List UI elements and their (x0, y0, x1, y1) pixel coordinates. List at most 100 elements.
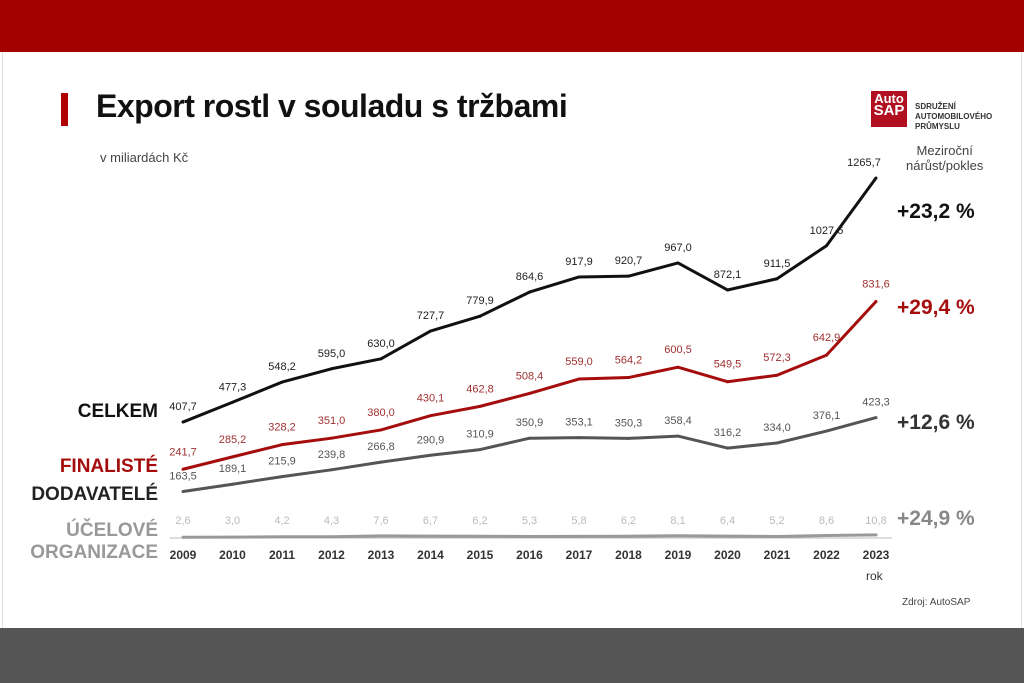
data-label: 316,2 (714, 427, 742, 439)
data-point (627, 436, 630, 440)
series-label-finaliste: FINALISTÉ (59, 456, 158, 477)
data-label: 4,3 (324, 515, 339, 527)
data-point (874, 299, 878, 303)
data-label: 7,6 (373, 515, 388, 527)
change-ucelove: +24,9 % (897, 507, 975, 530)
data-point (627, 534, 630, 538)
data-point (231, 535, 234, 539)
data-point (429, 534, 432, 538)
data-label: 380,0 (367, 407, 395, 419)
data-point (726, 380, 729, 384)
data-point (726, 446, 729, 450)
data-point (825, 534, 828, 538)
data-label: 6,2 (621, 515, 636, 527)
data-label: 285,2 (219, 434, 247, 446)
data-label: 310,9 (466, 429, 494, 441)
bottom-bar (0, 628, 1024, 683)
change-dodavatele: +12,6 % (897, 411, 975, 434)
data-label: 358,4 (664, 415, 692, 427)
data-label: 2,6 (175, 515, 190, 527)
x-tick-label: 2021 (764, 548, 791, 562)
data-point (181, 535, 185, 539)
data-label: 5,8 (571, 515, 586, 527)
data-label: 967,0 (664, 242, 692, 254)
data-point (726, 534, 729, 538)
data-point (330, 367, 333, 371)
x-tick-label: 2016 (516, 548, 543, 562)
data-point (874, 176, 878, 180)
series-label-dodavatele: DODAVATELÉ (31, 484, 158, 505)
data-point (676, 434, 680, 438)
data-label: 290,9 (417, 434, 445, 446)
yoy-line2: nárůst/pokles (906, 158, 984, 173)
series-label-ucelove: ÚČELOVÉ ORGANIZACE (30, 520, 158, 563)
data-label: 430,1 (417, 393, 445, 405)
data-label: 6,2 (472, 515, 487, 527)
data-point (627, 274, 630, 278)
series-label-celkem: CELKEM (77, 401, 158, 422)
logo-text: SDRUŽENÍ AUTOMOBILOVÉHO PRŮMYSLU (915, 102, 993, 131)
data-label: 239,8 (318, 449, 346, 461)
data-label: 6,4 (720, 515, 735, 527)
data-label: 8,6 (819, 515, 834, 527)
data-point (379, 534, 383, 538)
data-point (231, 482, 234, 486)
data-point (577, 436, 581, 440)
data-point (775, 277, 779, 281)
data-point (577, 534, 581, 538)
data-label: 595,0 (318, 348, 346, 360)
data-label: 600,5 (664, 344, 692, 356)
data-label: 3,0 (225, 515, 240, 527)
series-line-0 (182, 177, 878, 424)
data-point (775, 441, 779, 445)
data-point (528, 391, 531, 395)
slide-frame (2, 52, 1022, 628)
data-label: 8,1 (670, 515, 685, 527)
data-label: 5,2 (769, 515, 784, 527)
data-point (528, 534, 531, 538)
data-point (280, 535, 284, 539)
data-point (330, 468, 333, 472)
data-point (874, 533, 878, 537)
data-label: 423,3 (862, 397, 890, 409)
x-tick-label: 2012 (318, 548, 345, 562)
chart-title: Export rostl v souladu s tržbami (96, 88, 568, 124)
data-point (379, 357, 383, 361)
data-label: 549,5 (714, 359, 742, 371)
data-point (181, 467, 185, 471)
x-tick-label: 2019 (665, 548, 692, 562)
x-tick-label: 2020 (714, 548, 741, 562)
data-label: 642,9 (813, 332, 841, 344)
data-label: 564,2 (615, 355, 643, 367)
data-label: 10,8 (865, 515, 886, 527)
data-point (330, 535, 333, 539)
data-point (429, 414, 432, 418)
data-point (181, 490, 185, 494)
x-tick-label: 2018 (615, 548, 642, 562)
data-point (478, 534, 482, 538)
data-label: 4,2 (274, 515, 289, 527)
data-label: 920,7 (615, 255, 643, 267)
data-label: 6,7 (423, 515, 438, 527)
data-point (231, 400, 234, 404)
logo-mark-2: SAP (873, 102, 905, 119)
x-tick-label: 2013 (368, 548, 395, 562)
data-label: 864,6 (516, 271, 544, 283)
title-accent (61, 93, 68, 126)
data-label: 917,9 (565, 256, 593, 268)
data-label: 351,0 (318, 415, 346, 427)
x-tick-label: 2009 (170, 548, 197, 562)
data-label: 350,9 (516, 417, 544, 429)
data-label: 548,2 (268, 361, 296, 373)
data-point (676, 261, 680, 265)
data-point (231, 455, 234, 459)
data-label: 508,4 (516, 370, 544, 382)
data-point (528, 436, 531, 440)
data-label: 353,1 (565, 417, 593, 429)
data-point (676, 365, 680, 369)
data-label: 241,7 (169, 446, 197, 458)
data-label: 559,0 (565, 356, 593, 368)
yoy-header: Meziroční nárůst/pokles (906, 143, 983, 173)
data-point (825, 244, 828, 248)
